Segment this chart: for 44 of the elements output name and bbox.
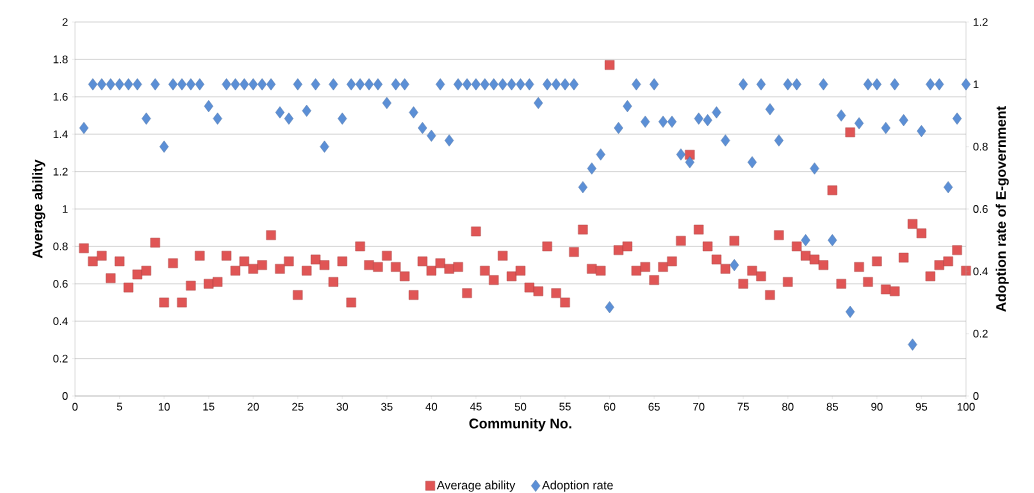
y2-tick-label: 0 bbox=[973, 392, 979, 400]
x-tick-label: 90 bbox=[871, 402, 883, 411]
y2-tick-label: 0.8 bbox=[973, 142, 988, 151]
y-tick-label: 0.4 bbox=[53, 317, 68, 326]
x-tick-label: 75 bbox=[737, 402, 749, 411]
y-tick-label: 1.8 bbox=[53, 55, 68, 64]
x-tick-label: 35 bbox=[381, 402, 393, 411]
x-tick-label: 55 bbox=[559, 402, 571, 411]
y-tick-label: 0.8 bbox=[53, 242, 68, 251]
x-tick-label: 60 bbox=[604, 402, 616, 411]
y-tick-label: 1.6 bbox=[53, 92, 68, 101]
x-tick-label: 10 bbox=[158, 402, 170, 411]
x-tick-label: 15 bbox=[203, 402, 215, 411]
x-tick-label: 85 bbox=[826, 402, 839, 411]
y2-axis-title: Adoption rate of E-government bbox=[995, 106, 1009, 312]
y-tick-label: 0.2 bbox=[53, 354, 68, 363]
y-axis-title: Average ability bbox=[32, 159, 46, 259]
x-tick-label: 25 bbox=[292, 402, 304, 411]
x-tick-label: 5 bbox=[116, 402, 123, 411]
y2-tick-label: 1.2 bbox=[973, 18, 988, 26]
x-tick-label: 70 bbox=[693, 402, 705, 411]
x-tick-label: 0 bbox=[72, 402, 78, 411]
legend-label: Adoption rate bbox=[542, 480, 613, 492]
y2-tick-label: 0.4 bbox=[973, 267, 988, 276]
x-tick-label: 65 bbox=[648, 402, 660, 411]
y-tick-label: 2 bbox=[62, 18, 68, 26]
x-axis-title: Community No. bbox=[469, 418, 572, 432]
y-tick-label: 1.2 bbox=[53, 167, 68, 176]
x-tick-label: 20 bbox=[247, 402, 259, 411]
x-tick-label: 100 bbox=[957, 402, 975, 411]
y-tick-label: 1 bbox=[62, 205, 68, 213]
y2-tick-label: 0.2 bbox=[973, 329, 988, 338]
x-tick-label: 30 bbox=[336, 402, 348, 411]
y-tick-label: 1.4 bbox=[53, 130, 68, 138]
y2-tick-label: 1 bbox=[973, 80, 979, 89]
x-tick-label: 50 bbox=[514, 402, 527, 411]
x-tick-label: 40 bbox=[425, 402, 438, 411]
y2-tick-label: 0.6 bbox=[973, 205, 988, 213]
x-tick-label: 80 bbox=[782, 402, 794, 411]
x-tick-label: 95 bbox=[915, 402, 928, 411]
y-tick-label: 0.6 bbox=[53, 279, 68, 288]
x-tick-label: 45 bbox=[470, 402, 482, 411]
y-tick-label: 0 bbox=[62, 392, 68, 400]
legend-label: Average ability bbox=[436, 480, 516, 492]
